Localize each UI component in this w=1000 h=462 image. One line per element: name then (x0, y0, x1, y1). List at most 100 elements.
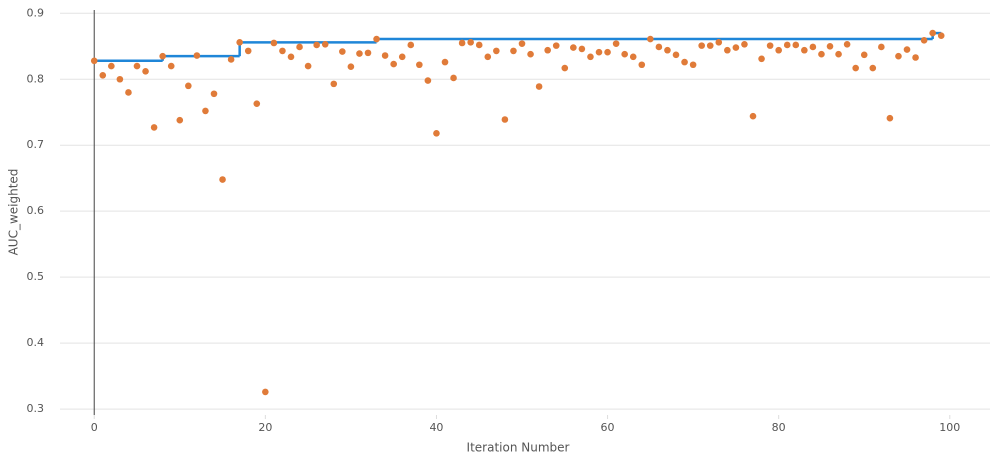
point (244, 47, 252, 55)
point (424, 77, 432, 84)
point (458, 39, 466, 47)
point (176, 116, 184, 124)
point (407, 41, 415, 49)
point (886, 114, 894, 122)
y-tick-label: 0.4 (27, 336, 45, 349)
point (758, 55, 765, 63)
point (706, 42, 714, 49)
point (253, 100, 261, 107)
point (356, 50, 363, 57)
x-tick-label: 0 (91, 421, 98, 434)
point (912, 54, 919, 61)
point (647, 35, 654, 43)
point (638, 61, 646, 69)
point (364, 49, 372, 57)
point (381, 52, 389, 59)
point (518, 40, 526, 47)
point (262, 388, 269, 396)
point (527, 50, 534, 58)
point (535, 83, 543, 90)
point (920, 37, 928, 44)
point (903, 46, 911, 53)
point (159, 52, 166, 60)
point (125, 89, 132, 96)
point (724, 46, 731, 54)
point (629, 53, 637, 61)
point (313, 41, 320, 49)
x-tick-label: 60 (601, 421, 615, 434)
x-tick-label: 100 (939, 421, 960, 434)
point (681, 58, 688, 66)
point (801, 46, 808, 54)
point (552, 42, 560, 49)
point (304, 62, 312, 70)
point (279, 47, 286, 55)
point (766, 42, 774, 49)
point (612, 40, 620, 47)
point (236, 39, 243, 46)
point (116, 75, 124, 83)
point (142, 68, 149, 75)
point (347, 63, 355, 71)
point (202, 107, 209, 115)
point (99, 72, 107, 79)
point (433, 130, 440, 137)
point (193, 52, 201, 59)
point (604, 48, 611, 56)
point (210, 90, 218, 98)
point (544, 46, 551, 54)
point (835, 50, 842, 58)
point (578, 45, 586, 53)
y-tick-label: 0.6 (27, 204, 45, 217)
point (501, 116, 509, 123)
point (655, 43, 663, 51)
point (929, 29, 936, 37)
point (698, 42, 705, 49)
point (287, 53, 295, 61)
point (852, 64, 859, 72)
point (809, 43, 817, 51)
y-tick-label: 0.3 (27, 402, 45, 415)
y-tick-label: 0.8 (27, 72, 45, 85)
x-axis-label: Iteration Number (467, 441, 570, 455)
x-tick-label: 40 (429, 421, 443, 434)
point (475, 41, 483, 49)
point (416, 61, 423, 69)
point (108, 62, 115, 70)
point (561, 64, 569, 72)
point (621, 50, 628, 58)
point (150, 124, 158, 131)
point (749, 112, 757, 120)
point (826, 42, 834, 50)
y-tick-label: 0.9 (27, 6, 45, 19)
point (587, 53, 594, 61)
point (664, 46, 671, 54)
point (672, 51, 680, 59)
point (715, 39, 723, 46)
point (330, 80, 338, 88)
point (895, 52, 902, 60)
point (732, 44, 740, 51)
y-tick-label: 0.5 (27, 270, 45, 283)
point (510, 47, 517, 55)
point (570, 44, 577, 51)
point (398, 53, 406, 61)
point (296, 43, 303, 51)
point (373, 35, 380, 43)
point (270, 39, 278, 47)
y-axis-label: AUC_weighted (7, 169, 21, 256)
point (339, 48, 346, 55)
point (783, 41, 791, 49)
point (390, 60, 397, 68)
point (167, 62, 175, 70)
point (185, 82, 192, 90)
point (792, 41, 800, 49)
point (741, 40, 748, 48)
point (869, 64, 877, 72)
point (937, 32, 945, 40)
point (227, 56, 235, 63)
point (689, 61, 697, 69)
point (843, 40, 851, 48)
point (818, 50, 825, 58)
